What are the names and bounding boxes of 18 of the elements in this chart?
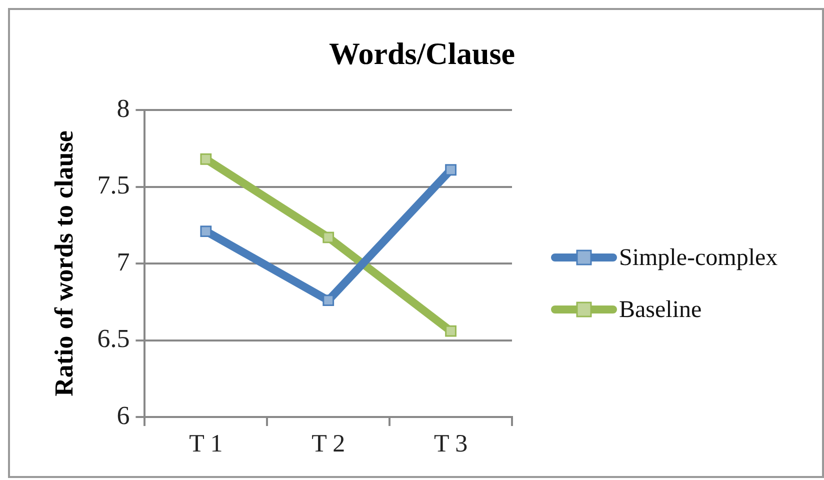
y-axis-title: Ratio of words to clause (49, 130, 78, 396)
x-tick-label: T 2 (312, 430, 346, 458)
point (322, 232, 334, 244)
legend-label: Baseline (619, 296, 702, 323)
legend-label: Simple-complex (619, 244, 778, 271)
point (322, 294, 334, 306)
y-tick-label: 7 (116, 247, 130, 276)
x-tick-label: T 1 (189, 430, 223, 458)
y-tick-label: 8 (116, 94, 130, 123)
y-tick-label: 6.5 (97, 324, 130, 354)
point (445, 325, 456, 337)
x-tick-label: T 3 (434, 430, 468, 458)
point (200, 153, 212, 165)
point (200, 226, 212, 237)
y-tick-label: 6 (116, 400, 130, 430)
point (445, 164, 456, 176)
chart-title: Words/Clause (328, 36, 516, 72)
y-tick-label: 7.5 (97, 170, 130, 200)
